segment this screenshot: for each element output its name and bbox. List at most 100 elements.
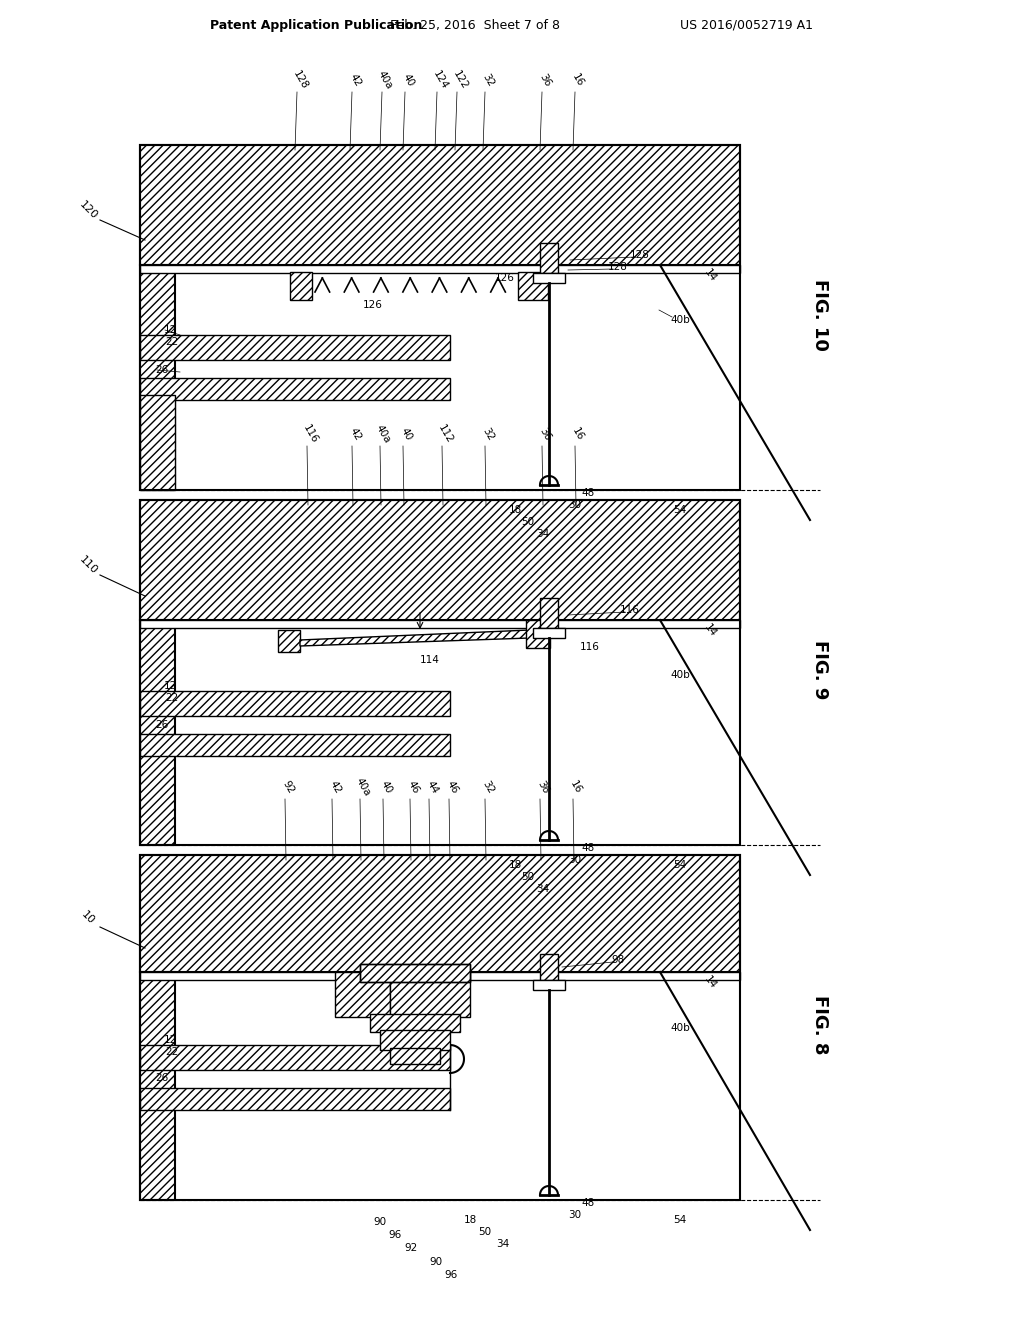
Text: 122: 122 [451,69,469,91]
Bar [390,972,470,1016]
Text: 110: 110 [77,554,99,576]
Text: Patent Application Publication: Patent Application Publication [210,18,422,32]
Text: 12: 12 [164,681,176,690]
Text: Feb. 25, 2016  Sheet 7 of 8: Feb. 25, 2016 Sheet 7 of 8 [390,18,560,32]
Text: 96: 96 [444,1270,458,1280]
Text: 112: 112 [435,422,455,445]
Bar [360,964,470,982]
Text: 36: 36 [538,71,553,88]
Text: 48: 48 [582,488,595,498]
Text: US 2016/0052719 A1: US 2016/0052719 A1 [680,18,813,32]
Text: 96: 96 [388,1230,401,1239]
Bar [360,964,470,982]
Text: 42: 42 [328,779,343,795]
Text: 30: 30 [568,1210,582,1220]
Bar [140,734,450,756]
Text: 40: 40 [379,779,393,795]
Text: 36: 36 [538,426,553,442]
Text: 14: 14 [702,974,718,990]
Text: 40a: 40a [354,776,372,799]
Text: 128: 128 [630,249,650,260]
Text: 32: 32 [480,71,496,88]
Text: 40b: 40b [670,1023,690,1034]
Text: 128: 128 [608,261,628,272]
Text: 42: 42 [347,426,362,442]
Text: 18: 18 [508,506,521,515]
Text: 40: 40 [398,426,414,442]
Bar [540,598,558,628]
Text: 40b: 40b [670,315,690,325]
Text: 40a: 40a [376,69,394,91]
Text: 40: 40 [400,71,416,88]
Text: 44: 44 [424,779,439,795]
Text: 50: 50 [521,873,535,882]
Text: 14: 14 [702,267,718,284]
Text: 34: 34 [537,884,550,894]
Bar [518,272,548,300]
Text: 12: 12 [164,1035,176,1045]
Bar [140,145,740,265]
Bar [140,972,740,979]
Text: 50: 50 [521,517,535,527]
Bar [534,628,565,638]
Text: 32: 32 [480,779,496,795]
Text: 22: 22 [165,337,178,347]
Bar [140,855,740,1200]
Text: 126: 126 [364,300,383,310]
Bar [140,500,740,845]
Text: 16: 16 [570,426,586,442]
Text: 32: 32 [480,426,496,442]
Bar [140,690,450,715]
Bar [278,630,300,652]
Text: 22: 22 [165,693,178,704]
Text: 50: 50 [478,1228,492,1237]
Text: 26: 26 [156,719,169,730]
Bar [540,954,558,979]
Text: 30: 30 [568,855,582,865]
Bar [140,620,175,845]
Bar [534,979,565,990]
Bar [140,395,175,490]
Bar [534,273,565,282]
Text: 124: 124 [431,69,450,91]
Text: 10: 10 [80,909,96,927]
Text: 116: 116 [621,605,640,615]
Text: 34: 34 [537,529,550,539]
Bar [540,243,558,273]
Text: FIG. 9: FIG. 9 [811,640,829,700]
Text: 126: 126 [495,273,515,282]
Bar [140,620,740,628]
Bar [140,335,450,360]
Text: 90: 90 [374,1217,387,1228]
Bar [390,1048,440,1064]
Text: 14: 14 [702,622,718,639]
Bar [140,855,740,972]
Text: FIG. 8: FIG. 8 [811,995,829,1055]
Text: 34: 34 [497,1239,510,1249]
Bar [140,972,175,1200]
Text: 98: 98 [611,954,625,965]
Bar [290,272,312,300]
Text: 42: 42 [347,71,362,88]
Bar [526,620,550,648]
Text: 16: 16 [570,71,586,88]
Bar [140,500,740,620]
Bar [140,378,450,400]
Text: 114: 114 [420,655,440,665]
Bar [140,265,175,490]
Text: 90: 90 [429,1257,442,1267]
Text: 92: 92 [281,779,296,795]
Text: 54: 54 [674,1214,687,1225]
Bar [140,1045,450,1071]
Bar [380,1030,450,1049]
Text: 18: 18 [464,1214,476,1225]
Text: 128: 128 [291,69,309,91]
Text: 40b: 40b [670,671,690,680]
Text: 16: 16 [568,779,584,795]
Bar [335,972,390,1016]
Text: 92: 92 [404,1243,418,1253]
Text: 48: 48 [582,1199,595,1208]
Bar [140,145,740,490]
Text: 12: 12 [164,325,176,335]
Text: 40a: 40a [374,422,392,445]
